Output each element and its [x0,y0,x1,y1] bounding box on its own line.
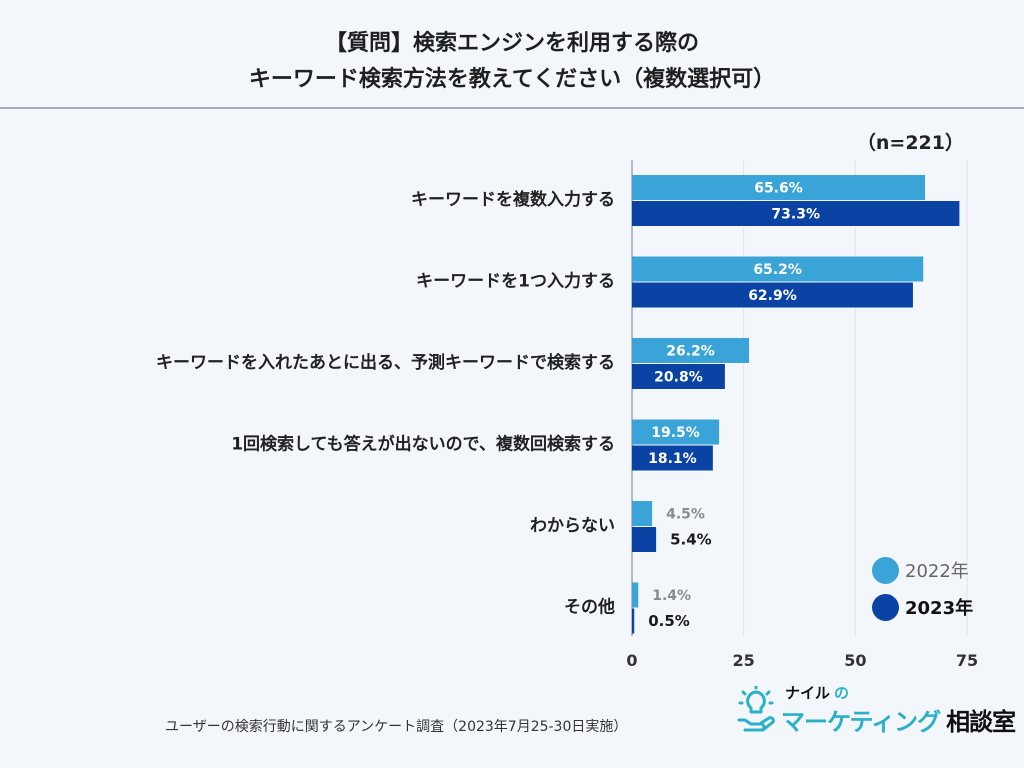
bar-1-2 [632,364,725,389]
logo-title: マーケティング 相談室 [781,702,1016,737]
legend-item-2022: 2022年 [872,552,973,588]
legend: 2022年 2023年 [872,552,973,626]
legend-label-2022: 2022年 [905,561,969,582]
chart-title: 【質問】検索エンジンを利用する際の キーワード検索方法を教えてください（複数選択… [0,26,1024,98]
bar-0-3 [632,419,720,445]
x-tick-label-0: 0 [626,651,637,670]
data-label-1-5: 0.5% [648,612,690,630]
data-label-0-5: 1.4% [652,588,691,604]
category-label-5: その他 [564,597,615,618]
logo-small-text: ナイル [785,684,831,702]
data-label-1-3: 18.1% [648,451,697,467]
bar-1-5 [632,608,635,634]
sample-size-label: （n=221） [856,132,964,154]
legend-label-2023: 2023年 [905,598,974,619]
data-label-1-4: 5.4% [670,531,712,549]
bar-1-0 [632,201,960,226]
x-tick-label-75: 75 [956,651,978,670]
legend-swatch-2022 [872,556,899,584]
category-label-0: キーワードを複数入力する [411,189,615,210]
data-label-0-0: 65.6% [754,181,803,197]
data-label-0-4: 4.5% [666,507,705,523]
bar-1-4 [632,527,657,552]
x-tick-label-50: 50 [844,651,866,670]
data-label-1-1: 62.9% [748,288,797,304]
logo-small-no: の [834,684,850,702]
brand-logo: ナイルの マーケティング 相談室 [735,682,1016,742]
logo-subtitle: ナイルの [785,682,849,703]
lightbulb-hand-icon [737,686,775,732]
category-label-1: キーワードを1つ入力する [416,271,615,292]
logo-main-katakana: マーケティング [781,708,941,736]
data-label-0-3: 19.5% [651,425,700,441]
title-divider [0,107,1024,109]
x-tick-label-25: 25 [733,651,755,670]
bar-0-2 [632,338,750,363]
legend-item-2023: 2023年 [872,589,973,625]
category-label-2: キーワードを入れたあとに出る、予測キーワードで検索する [156,352,615,373]
chart-title-line-2: キーワード検索方法を教えてください（複数選択可） [248,67,776,92]
bar-0-0 [632,175,926,200]
bar-1-3 [632,445,713,471]
category-label-3: 1回検索しても答えが出ないので、複数回検索する [231,434,615,455]
logo-main-kanji: 相談室 [946,708,1016,736]
chart-title-line-1: 【質問】検索エンジンを利用する際の [324,31,699,56]
legend-swatch-2023 [872,593,899,621]
bar-0-4 [632,501,653,526]
category-label-4: わからない [530,516,615,536]
data-label-1-2: 20.8% [654,370,703,386]
data-label-1-0: 73.3% [771,207,820,223]
bar-0-1 [632,256,924,282]
data-label-0-2: 26.2% [666,344,715,360]
survey-footnote: ユーザーの検索行動に関するアンケート調査（2023年7月25-30日実施） [165,719,628,735]
bar-0-5 [632,582,639,608]
data-label-0-1: 65.2% [753,262,802,278]
bar-1-1 [632,282,913,308]
